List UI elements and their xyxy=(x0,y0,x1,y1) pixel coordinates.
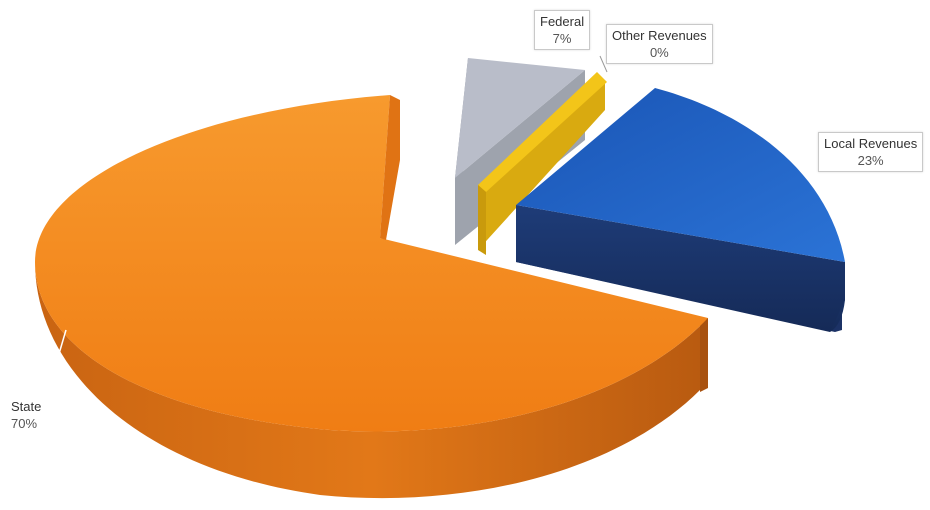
data-label-state: State 70% xyxy=(8,396,44,434)
slice-federal-top xyxy=(455,58,585,178)
leader-line-state xyxy=(45,329,67,399)
local-revenues-value: 23% xyxy=(857,153,884,168)
slice-other-side xyxy=(478,80,605,250)
slice-local-side-front xyxy=(516,205,845,332)
slice-state-top xyxy=(35,95,708,432)
slice-state-side-cut xyxy=(700,318,708,392)
data-label-federal: Federal 7% xyxy=(534,10,591,50)
federal-label: Federal xyxy=(540,14,585,29)
slice-state-inner-face xyxy=(380,95,400,240)
slice-other-revenues xyxy=(478,72,607,255)
federal-value: 7% xyxy=(552,31,572,46)
data-label-other-revenues: Other Revenues 0% xyxy=(606,24,713,64)
local-revenues-label: Local Revenues xyxy=(824,136,918,151)
data-label-local-revenues: Local Revenues 23% xyxy=(818,132,924,172)
other-revenues-label: Other Revenues xyxy=(612,28,707,43)
slice-other-top xyxy=(478,72,607,192)
slice-state xyxy=(35,95,708,499)
state-label: State xyxy=(11,399,42,414)
slice-local-revenues xyxy=(516,88,845,332)
slice-state-side xyxy=(35,262,708,499)
other-revenues-value: 0% xyxy=(649,45,669,60)
slice-other-front xyxy=(478,185,486,255)
slice-local-top xyxy=(516,88,845,262)
leader-line-other xyxy=(599,55,608,73)
state-value: 70% xyxy=(11,416,38,431)
